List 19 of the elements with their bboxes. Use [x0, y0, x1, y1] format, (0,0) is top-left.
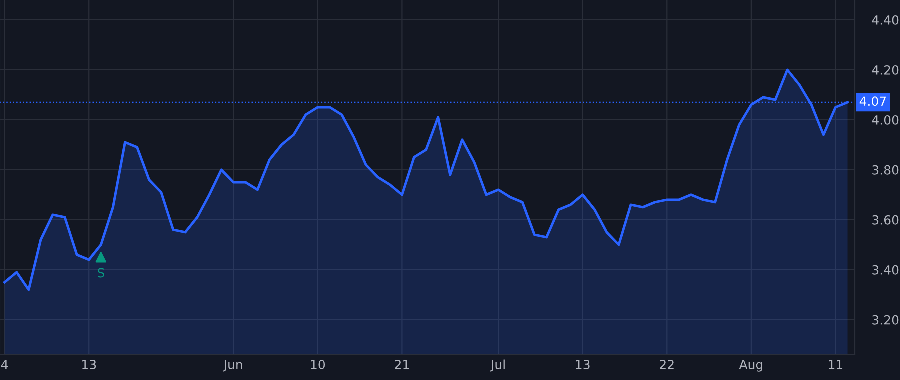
y-tick-label: 3.60 [872, 215, 899, 225]
y-tick-label: 4.00 [872, 115, 899, 125]
annotation: S [98, 268, 104, 278]
y-tick-label: 3.80 [872, 165, 899, 175]
x-tick-label: 4 [1, 360, 8, 370]
y-tick-label: 3.40 [872, 265, 899, 275]
ref-line-label: 4.07 [860, 96, 886, 106]
x-tick-label: Jun [223, 360, 242, 372]
x-tick-label: 13 [82, 360, 96, 370]
y-tick-label: 4.20 [872, 65, 899, 75]
x-tick-label: 11 [829, 360, 843, 370]
x-tick-label: 10 [311, 360, 326, 370]
x-tick-label: 22 [660, 360, 674, 370]
x-tick-label: Aug [739, 360, 763, 372]
x-tick-label: 21 [395, 360, 410, 370]
y-tick-label: 3.20 [872, 315, 899, 325]
x-tick-label: Jul [490, 360, 505, 372]
y-tick-label: 4.40 [872, 15, 899, 25]
x-tick-label: 13 [576, 360, 590, 370]
